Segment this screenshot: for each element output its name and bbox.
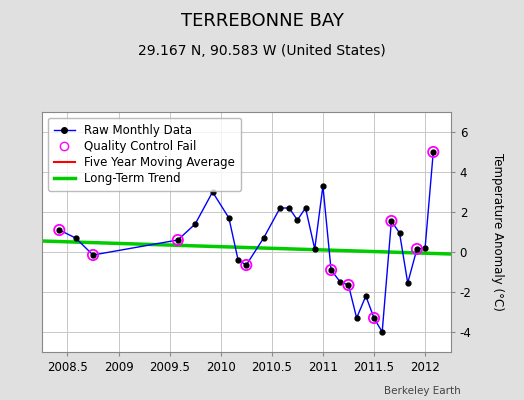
Raw Monthly Data	[260, 236, 267, 240]
Raw Monthly Data	[294, 218, 301, 222]
Quality Control Fail	[370, 315, 378, 321]
Quality Control Fail	[242, 262, 250, 268]
Raw Monthly Data	[320, 184, 326, 188]
Raw Monthly Data	[345, 282, 352, 287]
Legend: Raw Monthly Data, Quality Control Fail, Five Year Moving Average, Long-Term Tren: Raw Monthly Data, Quality Control Fail, …	[48, 118, 241, 190]
Raw Monthly Data	[312, 246, 318, 252]
Quality Control Fail	[327, 267, 335, 273]
Raw Monthly Data	[235, 258, 241, 262]
Quality Control Fail	[55, 227, 63, 233]
Line: Raw Monthly Data: Raw Monthly Data	[57, 150, 435, 334]
Raw Monthly Data	[422, 246, 428, 250]
Raw Monthly Data	[286, 206, 292, 210]
Text: TERREBONNE BAY: TERREBONNE BAY	[181, 12, 343, 30]
Raw Monthly Data	[174, 238, 181, 242]
Raw Monthly Data	[405, 281, 411, 286]
Raw Monthly Data	[337, 280, 343, 284]
Raw Monthly Data	[414, 246, 420, 252]
Raw Monthly Data	[90, 253, 96, 258]
Quality Control Fail	[387, 218, 396, 224]
Raw Monthly Data	[371, 316, 377, 320]
Raw Monthly Data	[243, 262, 249, 267]
Raw Monthly Data	[72, 236, 79, 240]
Text: Berkeley Earth: Berkeley Earth	[385, 386, 461, 396]
Text: 29.167 N, 90.583 W (United States): 29.167 N, 90.583 W (United States)	[138, 44, 386, 58]
Raw Monthly Data	[379, 330, 385, 334]
Raw Monthly Data	[226, 216, 232, 220]
Raw Monthly Data	[354, 316, 360, 320]
Raw Monthly Data	[302, 206, 309, 210]
Raw Monthly Data	[56, 228, 62, 232]
Raw Monthly Data	[192, 222, 199, 226]
Quality Control Fail	[344, 282, 353, 288]
Raw Monthly Data	[397, 230, 403, 235]
Raw Monthly Data	[328, 268, 334, 272]
Y-axis label: Temperature Anomaly (°C): Temperature Anomaly (°C)	[491, 153, 504, 311]
Raw Monthly Data	[430, 150, 436, 154]
Quality Control Fail	[413, 246, 421, 252]
Raw Monthly Data	[210, 190, 216, 194]
Quality Control Fail	[89, 252, 97, 258]
Raw Monthly Data	[363, 294, 369, 298]
Raw Monthly Data	[277, 206, 283, 210]
Quality Control Fail	[173, 237, 182, 243]
Quality Control Fail	[429, 149, 438, 155]
Raw Monthly Data	[388, 218, 395, 223]
